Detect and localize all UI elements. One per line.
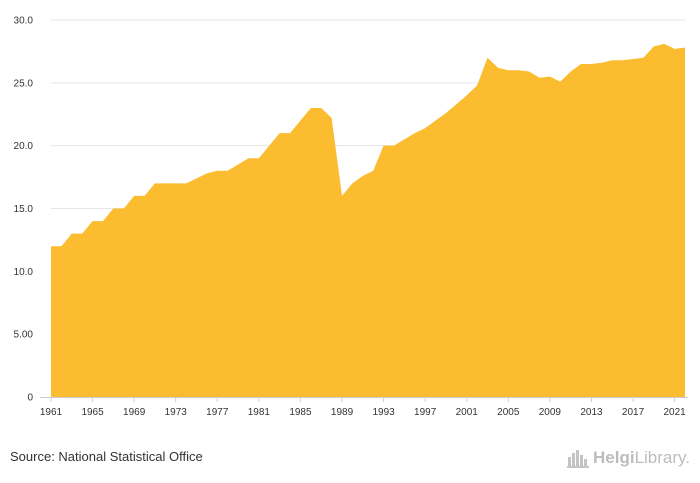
x-tick-label: 2001 (456, 407, 479, 418)
data-point[interactable] (340, 194, 344, 198)
data-point[interactable] (91, 219, 95, 223)
data-point[interactable] (402, 137, 406, 141)
data-point[interactable] (195, 176, 199, 180)
data-point[interactable] (465, 93, 469, 97)
library-buildings-icon (567, 450, 589, 468)
source-note: Source: National Statistical Office (10, 449, 203, 464)
data-point[interactable] (257, 156, 261, 160)
data-point[interactable] (278, 131, 282, 135)
data-point[interactable] (517, 68, 521, 72)
data-point[interactable] (101, 219, 105, 223)
data-point[interactable] (641, 56, 645, 60)
y-tick-label: 5.00 (14, 330, 34, 341)
data-point[interactable] (652, 44, 656, 48)
data-point[interactable] (683, 46, 687, 50)
data-point[interactable] (111, 207, 115, 211)
logo-text: HelgiLibrary. (593, 448, 690, 468)
x-tick-label: 1997 (414, 407, 437, 418)
x-tick-label: 1973 (165, 407, 188, 418)
data-point[interactable] (122, 207, 126, 211)
data-point[interactable] (673, 47, 677, 51)
y-tick-label: 15.0 (14, 204, 34, 215)
data-point[interactable] (226, 169, 230, 173)
data-point[interactable] (506, 68, 510, 72)
data-point[interactable] (486, 56, 490, 60)
data-point[interactable] (49, 244, 53, 248)
data-point[interactable] (143, 194, 147, 198)
data-point[interactable] (236, 163, 240, 167)
data-point[interactable] (59, 244, 63, 248)
x-tick-label: 2017 (622, 407, 645, 418)
data-point[interactable] (205, 171, 209, 175)
data-point[interactable] (610, 58, 614, 62)
logo-text-rest: Library. (634, 448, 690, 467)
data-point[interactable] (80, 232, 84, 236)
data-point[interactable] (330, 116, 334, 120)
data-point[interactable] (215, 169, 219, 173)
y-tick-label: 30.0 (14, 16, 34, 27)
data-point[interactable] (350, 181, 354, 185)
data-point[interactable] (527, 70, 531, 74)
helgilibrary-logo[interactable]: HelgiLibrary. (567, 446, 690, 470)
x-tick-label: 1985 (289, 407, 312, 418)
x-tick-label: 2009 (539, 407, 562, 418)
data-point[interactable] (537, 76, 541, 80)
data-point[interactable] (163, 181, 167, 185)
x-tick-label: 1969 (123, 407, 146, 418)
data-point[interactable] (184, 181, 188, 185)
data-point[interactable] (267, 144, 271, 148)
y-tick-label: 10.0 (14, 267, 34, 278)
data-point[interactable] (662, 42, 666, 46)
x-tick-label: 1977 (206, 407, 229, 418)
data-point[interactable] (288, 131, 292, 135)
data-point[interactable] (309, 106, 313, 110)
data-point[interactable] (174, 181, 178, 185)
x-axis (40, 397, 688, 402)
data-point[interactable] (361, 174, 365, 178)
data-point[interactable] (246, 156, 250, 160)
data-point[interactable] (600, 61, 604, 65)
x-tick-label: 1981 (248, 407, 271, 418)
data-point[interactable] (569, 70, 573, 74)
data-point[interactable] (371, 169, 375, 173)
x-tick-label: 1961 (40, 407, 63, 418)
data-point[interactable] (382, 144, 386, 148)
data-point[interactable] (444, 111, 448, 115)
x-tick-label: 2005 (497, 407, 520, 418)
x-tick-label: 2021 (663, 407, 686, 418)
area-series (49, 42, 687, 397)
data-point[interactable] (319, 106, 323, 110)
data-point[interactable] (434, 119, 438, 123)
data-point[interactable] (454, 102, 458, 106)
data-point[interactable] (621, 58, 625, 62)
area-fill (51, 43, 685, 397)
y-axis-labels: 0 5.00 10.0 15.0 20.0 25.0 30.0 (14, 16, 34, 404)
logo-text-bold: Helgi (593, 448, 635, 467)
data-point[interactable] (423, 126, 427, 130)
data-point[interactable] (579, 62, 583, 66)
x-tick-label: 2013 (580, 407, 603, 418)
data-point[interactable] (392, 144, 396, 148)
data-point[interactable] (548, 75, 552, 79)
data-point[interactable] (298, 119, 302, 123)
data-point[interactable] (153, 181, 157, 185)
data-point[interactable] (631, 57, 635, 61)
data-point[interactable] (558, 80, 562, 84)
y-tick-label: 0 (27, 393, 33, 404)
data-point[interactable] (475, 83, 479, 87)
data-point[interactable] (589, 62, 593, 66)
data-point[interactable] (70, 232, 74, 236)
x-tick-label: 1965 (81, 407, 104, 418)
x-axis-labels: 1961 1965 1969 1973 1977 1981 1985 1989 1993 1997… (40, 407, 686, 418)
x-tick-label: 1989 (331, 407, 354, 418)
y-tick-label: 25.0 (14, 78, 34, 89)
data-point[interactable] (496, 66, 500, 70)
y-tick-label: 20.0 (14, 141, 34, 152)
x-tick-label: 1993 (372, 407, 395, 418)
data-point[interactable] (413, 131, 417, 135)
data-point[interactable] (132, 194, 136, 198)
